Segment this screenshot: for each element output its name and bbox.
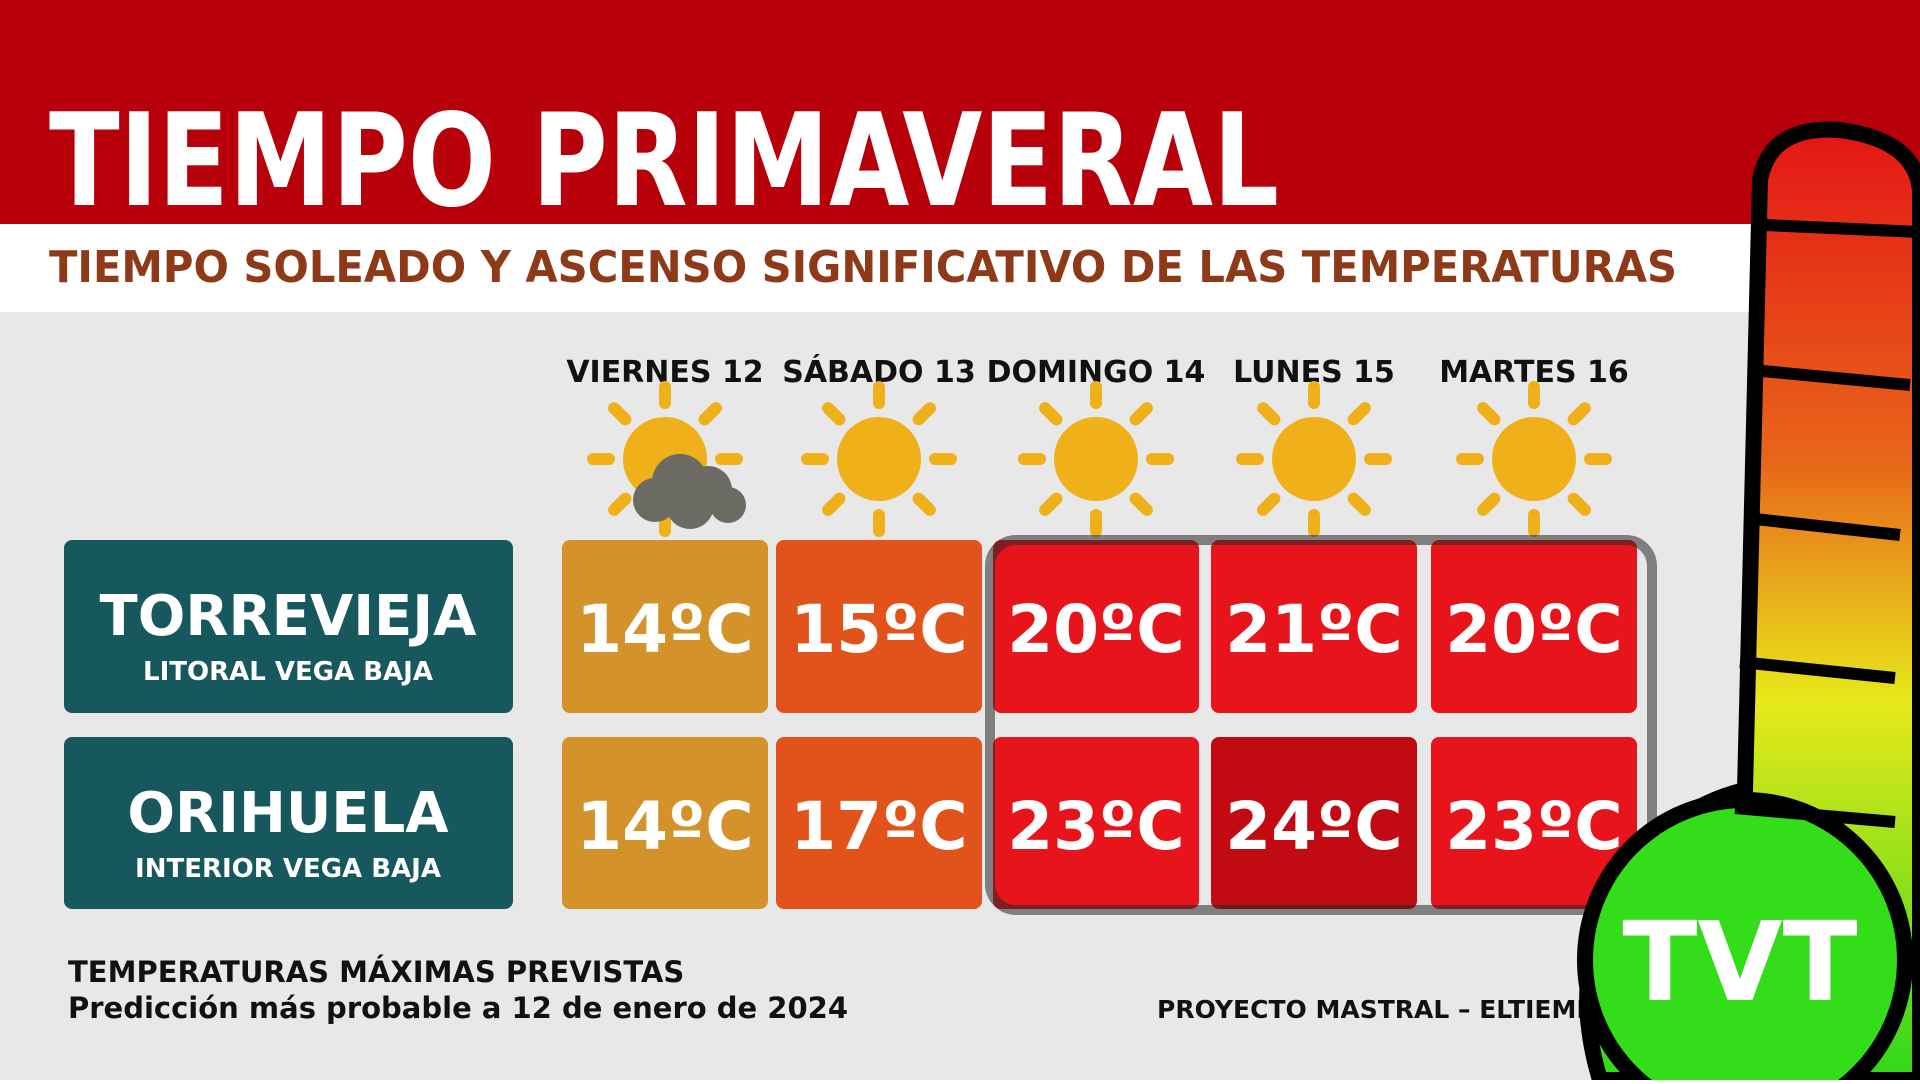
highlight-frame: [985, 535, 1657, 915]
sun-disc: [837, 417, 921, 501]
temp-value: 15ºC: [790, 591, 968, 668]
sun-icon: [1236, 381, 1392, 537]
temp-value: 23ºC: [1007, 788, 1185, 865]
location-area: LITORAL VEGA BAJA: [143, 657, 433, 687]
sun-ray: [1567, 492, 1591, 516]
sun-ray: [1347, 492, 1371, 516]
temp-value: 20ºC: [1445, 591, 1623, 668]
subtitle: TIEMPO SOLEADO Y ASCENSO SIGNIFICATIVO D…: [49, 242, 1677, 293]
sun-ray: [608, 402, 632, 426]
sun-ray: [698, 402, 722, 426]
temp-cell: [562, 540, 768, 713]
sun-icon: [1456, 381, 1612, 537]
temp-cell: [993, 737, 1199, 909]
sun-ray: [912, 402, 936, 426]
sun-ray: [822, 402, 846, 426]
sun-ray: [1129, 402, 1153, 426]
temp-cell: [1211, 540, 1417, 713]
temp-value: 23ºC: [1445, 788, 1623, 865]
sun-ray: [1257, 402, 1281, 426]
subtitle-band: [0, 224, 1920, 312]
location-area: INTERIOR VEGA BAJA: [135, 854, 441, 884]
temp-cell: [562, 737, 768, 909]
temp-value: 20ºC: [1007, 591, 1185, 668]
sun-icon: [801, 381, 957, 537]
sun-ray: [912, 492, 936, 516]
temp-cell: [776, 737, 982, 909]
location-box: [64, 540, 513, 713]
temp-value: 21ºC: [1225, 591, 1403, 668]
sun-ray: [1477, 492, 1501, 516]
sun-icon: [587, 381, 746, 537]
sun-disc: [1492, 417, 1576, 501]
temp-value: 14ºC: [576, 788, 754, 865]
header-band: [0, 0, 1920, 224]
footer-note: TEMPERATURAS MÁXIMAS PREVISTAS: [68, 955, 684, 989]
sun-ray: [1129, 492, 1153, 516]
sun-ray: [1257, 492, 1281, 516]
sun-ray: [608, 492, 632, 516]
sun-disc: [1272, 417, 1356, 501]
temp-cell: [1431, 737, 1637, 909]
location-name: ORIHUELA: [127, 781, 449, 846]
footer-date: Predicción más probable a 12 de enero de…: [68, 991, 848, 1025]
sun-ray: [822, 492, 846, 516]
sun-ray: [1567, 402, 1591, 426]
sun-ray: [1039, 492, 1063, 516]
thermometer: TVT: [1577, 121, 1920, 1084]
temp-value: 14ºC: [576, 591, 754, 668]
location-box: [64, 737, 513, 909]
temp-cell: [1211, 737, 1417, 909]
logo: TVT: [1622, 898, 1857, 1026]
temp-value: 17ºC: [790, 788, 968, 865]
sun-ray: [1039, 402, 1063, 426]
cloud-puff: [666, 481, 714, 529]
sun-icon: [1018, 381, 1174, 537]
temp-cell: [993, 540, 1199, 713]
sun-disc: [1054, 417, 1138, 501]
location-name: TORREVIEJA: [100, 584, 478, 649]
title: TIEMPO PRIMAVERAL: [49, 87, 1279, 236]
cloud-icon: [633, 454, 746, 529]
cloud-puff: [710, 487, 746, 523]
sun-ray: [1347, 402, 1371, 426]
temp-value: 24ºC: [1225, 788, 1403, 865]
temp-cell: [776, 540, 982, 713]
temp-cell: [1431, 540, 1637, 713]
sun-ray: [1477, 402, 1501, 426]
